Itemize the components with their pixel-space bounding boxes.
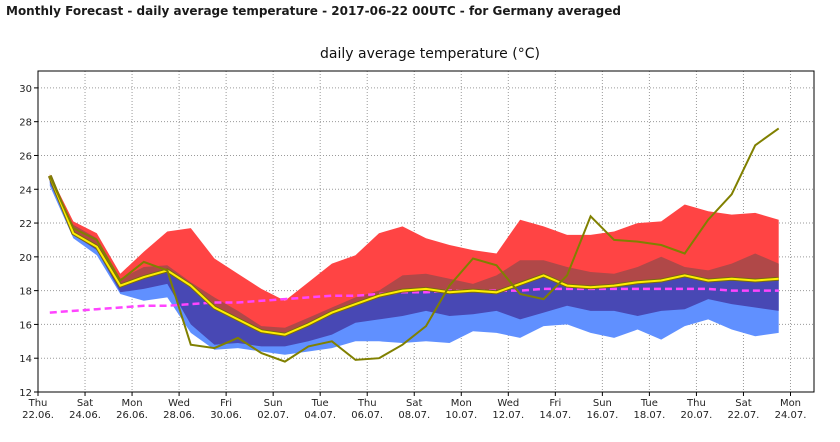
y-tick-label: 24 (19, 185, 32, 196)
x-tick-date: 06.07. (351, 410, 383, 421)
x-tick-date: 22.06. (22, 410, 54, 421)
x-tick-dow: Mon (122, 398, 143, 409)
x-tick-dow: Wed (497, 398, 519, 409)
x-tick-date: 26.06. (116, 410, 148, 421)
y-axis: 12 14 16 18 20 22 24 26 28 30 (19, 84, 38, 399)
observed-line (48, 127, 780, 363)
x-tick-dow: Thu (357, 398, 377, 409)
x-tick-dow: Sat (406, 398, 422, 409)
x-tick-dow: Tue (311, 398, 329, 409)
y-tick-label: 16 (19, 320, 32, 331)
x-tick-date: 10.07. (445, 410, 477, 421)
y-tick-label: 12 (19, 388, 32, 399)
plot-frame (37, 70, 815, 393)
x-tick-dow: Thu (686, 398, 706, 409)
y-tick-label: 26 (19, 151, 32, 162)
x-tick-dow: Fri (220, 398, 232, 409)
y-tick-label: 22 (19, 219, 32, 230)
x-tick-dow: Tue (640, 398, 658, 409)
x-tick-dow: Wed (168, 398, 190, 409)
y-tick-label: 20 (19, 253, 32, 264)
x-axis: Thu22.06.Sat24.06.Mon26.06.Wed28.06.Fri3… (22, 392, 806, 421)
page-title: Monthly Forecast - daily average tempera… (6, 4, 621, 18)
y-tick-label: 30 (19, 84, 32, 95)
x-tick-date: 24.06. (69, 410, 101, 421)
y-tick-label: 14 (19, 354, 32, 365)
y-tick-label: 18 (19, 287, 32, 298)
x-tick-dow: Sun (264, 398, 283, 409)
header-bar: Monthly Forecast - daily average tempera… (0, 0, 840, 22)
chart-title: daily average temperature (°C) (320, 46, 540, 62)
band-upper-outer (49, 174, 779, 335)
x-tick-dow: Sat (735, 398, 751, 409)
median-line (48, 175, 779, 336)
x-tick-dow: Thu (28, 398, 48, 409)
x-tick-dow: Mon (451, 398, 472, 409)
x-tick-date: 24.07. (775, 410, 807, 421)
x-tick-date: 28.06. (163, 410, 195, 421)
x-tick-date: 22.07. (728, 410, 760, 421)
x-tick-date: 20.07. (681, 410, 713, 421)
x-tick-dow: Mon (780, 398, 801, 409)
x-tick-date: 12.07. (492, 410, 524, 421)
x-tick-date: 30.06. (210, 410, 242, 421)
x-tick-date: 16.07. (586, 410, 618, 421)
series-lines (47, 127, 780, 363)
x-tick-date: 14.07. (539, 410, 571, 421)
x-tick-date: 04.07. (304, 410, 336, 421)
x-tick-dow: Fri (549, 398, 561, 409)
x-tick-dow: Sat (77, 398, 93, 409)
x-tick-date: 02.07. (257, 410, 289, 421)
band-lower-inner (49, 175, 779, 347)
plume-bands (49, 174, 779, 355)
climate-line (49, 287, 779, 314)
x-tick-dow: Sun (593, 398, 612, 409)
y-tick-label: 28 (19, 118, 32, 129)
x-tick-date: 18.07. (633, 410, 665, 421)
x-tick-date: 08.07. (398, 410, 430, 421)
